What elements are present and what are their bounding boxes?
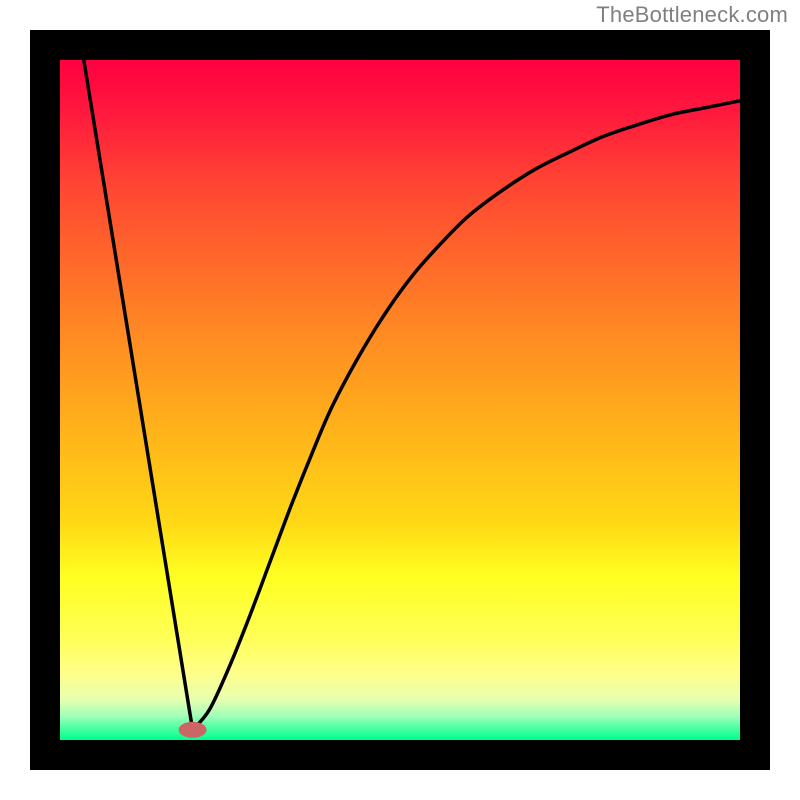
chart-container: TheBottleneck.com	[0, 0, 800, 800]
watermark-text: TheBottleneck.com	[596, 2, 788, 28]
vertex-marker	[179, 722, 207, 738]
plot-background	[60, 60, 740, 740]
bottleneck-chart	[0, 0, 800, 800]
